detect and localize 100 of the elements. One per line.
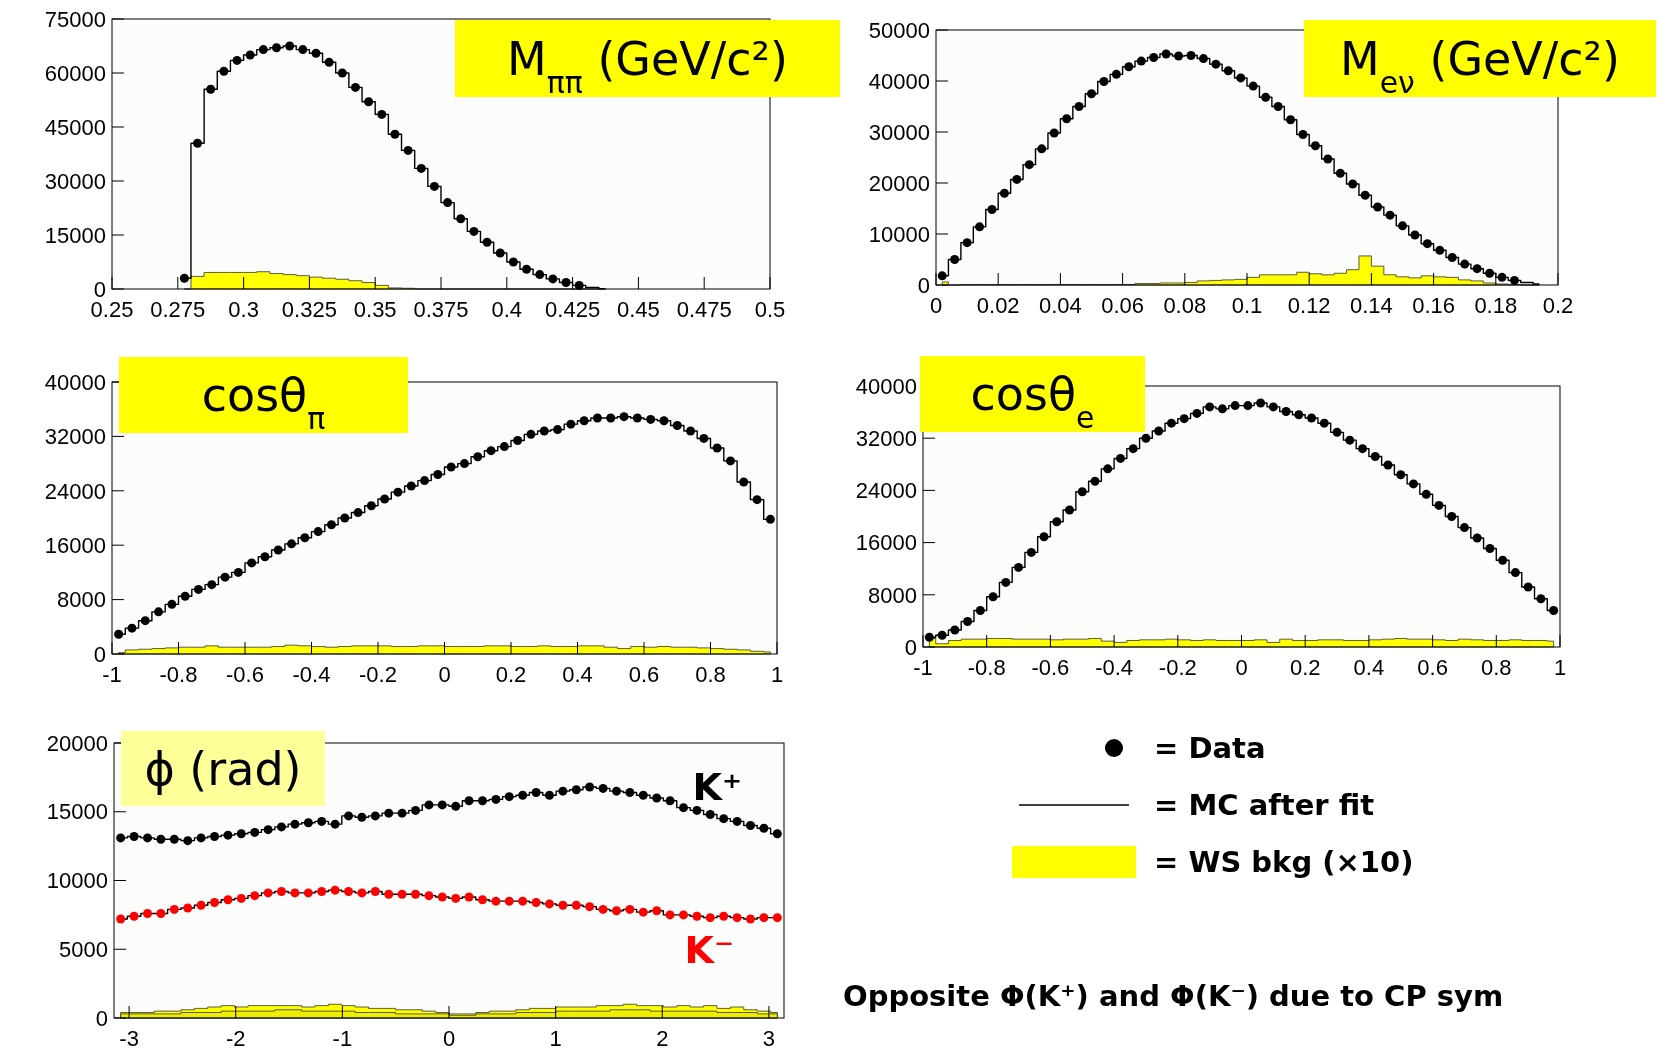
point [638,790,648,800]
point [495,248,505,258]
point [393,487,403,497]
point [558,900,568,910]
point [236,829,246,839]
x-tick-label: 0.475 [676,297,732,322]
point [210,832,220,841]
point [732,816,742,826]
point [518,790,528,800]
point [167,599,177,609]
x-tick-label: 1 [1553,655,1567,680]
point [1099,77,1109,87]
point [1087,89,1096,99]
point [247,558,257,568]
point [752,495,762,505]
point [263,825,273,835]
point [1230,401,1240,411]
x-tick-label: 0.2 [495,662,527,687]
x-tick-label: -1 [332,1026,353,1051]
point [1273,102,1283,111]
point [406,481,416,491]
point [1294,410,1304,420]
point [652,793,662,803]
point [1498,555,1508,565]
point [1128,444,1138,454]
point [558,786,568,796]
point [317,887,327,896]
x-tick-label: 0.4 [491,297,523,322]
point [1243,401,1253,411]
point [571,900,581,910]
point [1510,568,1520,578]
point [1166,418,1176,428]
point [403,145,413,155]
point [692,805,702,815]
point [344,811,354,821]
point [646,414,656,424]
point [598,783,608,793]
point [464,796,474,806]
point [1408,479,1418,489]
point [725,456,735,466]
x-tick-label: 0.04 [1038,293,1082,318]
x-tick-label: -3 [119,1026,139,1051]
point [357,812,367,822]
point [950,255,960,264]
x-tick-label: 0.06 [1101,293,1145,318]
point [1319,418,1329,428]
point [1037,144,1047,154]
x-tick-label: -0.8 [967,655,1006,680]
point [1039,532,1049,542]
point [1523,582,1533,592]
chart-title: ϕ (rad) [144,741,302,796]
point [258,45,268,55]
point [326,520,336,530]
point [473,452,483,462]
point [1323,154,1333,164]
point [491,896,501,906]
point [340,513,350,523]
point [193,584,203,594]
point [1090,476,1100,486]
point [571,785,581,795]
point [313,527,323,537]
point [285,41,295,51]
point [522,264,532,274]
point [638,907,648,917]
point [260,552,270,562]
point [1421,489,1431,499]
point [1549,605,1559,615]
point [1052,517,1062,527]
point [665,796,675,806]
point [273,545,283,555]
point [712,443,722,453]
point [719,911,729,921]
point [686,426,696,436]
x-tick-label: 0.6 [1417,655,1448,680]
point [303,818,313,828]
point [592,413,602,423]
point [1373,202,1383,212]
point [1014,562,1024,572]
point [1186,51,1196,60]
point [1103,464,1113,474]
point [975,605,985,615]
point [116,914,126,924]
point [772,829,782,839]
point [1024,160,1034,170]
point [561,278,571,288]
point [154,607,164,617]
point [1398,221,1407,231]
x-tick-label: 0.3 [228,297,259,322]
y-tick-label: 40000 [855,373,917,399]
point [1217,404,1227,414]
point [263,888,273,898]
point [1310,141,1320,151]
point [380,494,390,504]
x-tick-label: -2 [225,1026,246,1051]
point [544,790,554,800]
point [183,903,193,913]
point [276,822,286,832]
y-tick-label: 5000 [59,936,108,962]
y-tick-label: 15000 [46,799,108,825]
point [303,888,313,898]
